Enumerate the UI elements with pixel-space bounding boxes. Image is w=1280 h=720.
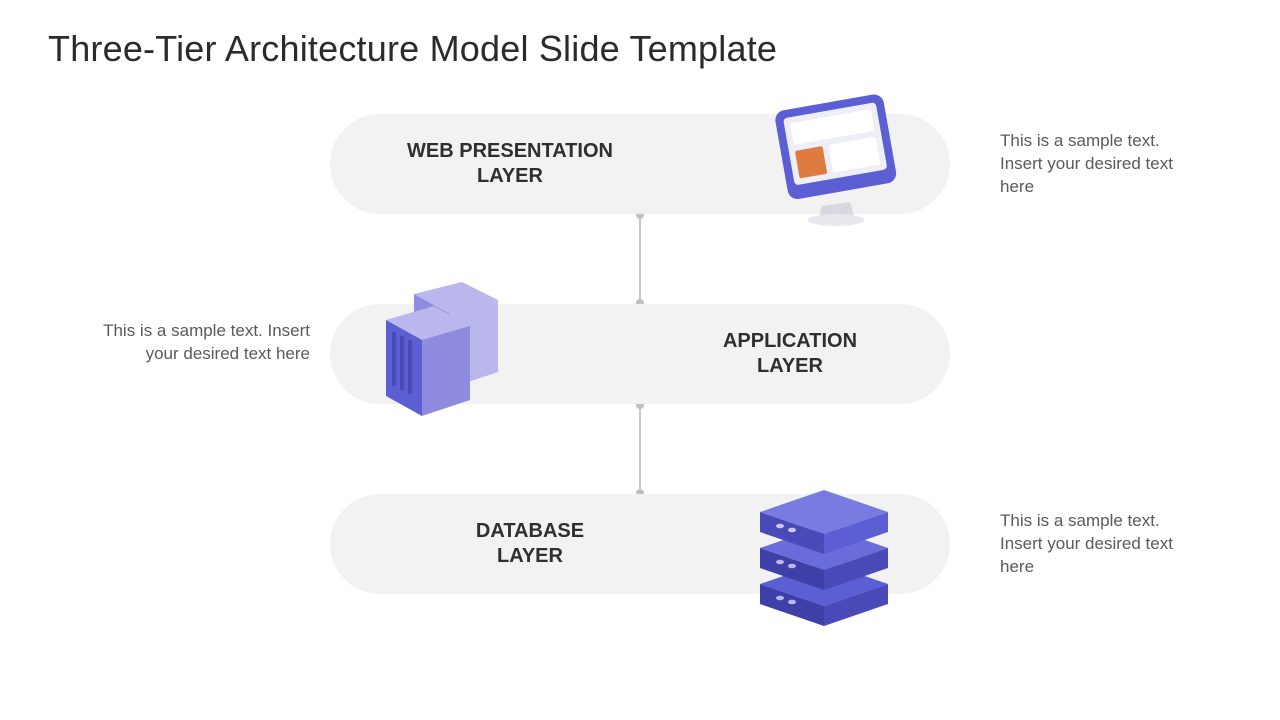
servers-icon [370,270,530,435]
tier-presentation-desc: This is a sample text. Insert your desir… [1000,130,1205,199]
connector-1 [639,214,641,304]
tier-database-label: DATABASE LAYER [390,519,670,569]
architecture-diagram: WEB PRESENTATION LAYER This is a sample … [0,110,1280,710]
tier-database-label-line1: DATABASE [476,520,584,542]
tier-application-label-line2: LAYER [757,355,823,377]
tier-presentation-label-line1: WEB PRESENTATION [407,140,613,162]
tier-application-label: APPLICATION LAYER [650,329,930,379]
connector-2 [639,404,641,494]
tier-presentation-label-line2: LAYER [477,165,543,187]
tier-application-desc: This is a sample text. Insert your desir… [100,320,310,366]
tier-database-label-line2: LAYER [497,545,563,567]
monitor-icon [760,84,910,239]
tier-database-desc: This is a sample text. Insert your desir… [1000,510,1205,579]
slide-title: Three-Tier Architecture Model Slide Temp… [48,28,777,70]
tier-presentation-label: WEB PRESENTATION LAYER [370,139,650,189]
database-icon [740,462,910,647]
tier-application-label-line1: APPLICATION [723,330,857,352]
